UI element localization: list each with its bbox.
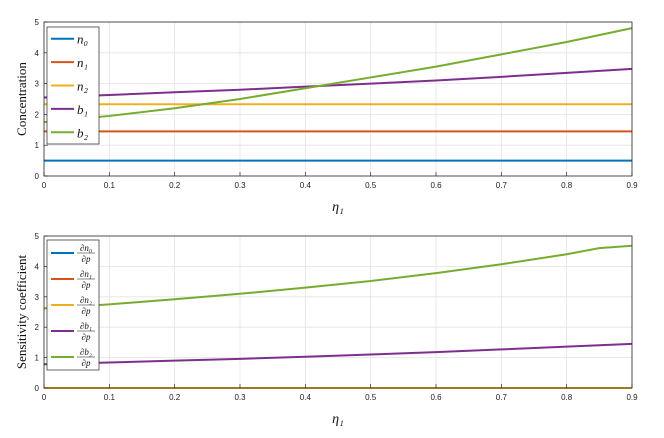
- y-tick-label: 4: [35, 49, 40, 58]
- x-tick-label: 0: [42, 393, 47, 402]
- legend-entry-4-numerator: ∂b₁: [80, 321, 92, 331]
- x-axis-label: η₁: [332, 200, 344, 215]
- y-tick-label: 0: [35, 172, 40, 181]
- x-tick-label: 0.3: [234, 181, 246, 190]
- legend-entry-1-denominator: ∂p: [82, 254, 91, 264]
- x-tick-label: 0.4: [300, 393, 312, 402]
- legend-entry-5-numerator: ∂b₂: [80, 347, 92, 357]
- series-line-4: [43, 342, 633, 366]
- chart-1: 0 0.1 0.2 0.3 0.4 0.5 0.6 0.7 0.8 0.9 0 1 2 3 4 5 η₁ Conc…: [14, 18, 638, 215]
- legend-entry-2-denominator: ∂p: [82, 280, 91, 290]
- x-tick-label: 0.2: [169, 181, 181, 190]
- y-tick-label: 2: [35, 110, 40, 119]
- axes-box: [43, 21, 633, 177]
- legend-entry-3-denominator: ∂p: [82, 306, 91, 316]
- y-tick-label: 4: [35, 262, 40, 271]
- x-tick-label: 0.1: [104, 181, 116, 190]
- x-tick-label: 0.4: [300, 181, 312, 190]
- legend-entry-3: n₂: [77, 79, 89, 94]
- plot-area: [44, 22, 632, 176]
- axes-box: [43, 235, 633, 389]
- y-tick-label: 3: [35, 293, 40, 302]
- y-axis-label: Concentration: [14, 62, 29, 136]
- legend-entry-4-denominator: ∂p: [82, 332, 91, 342]
- legend-entry-2-numerator: ∂n₁: [80, 269, 92, 279]
- legend-entry-1-numerator: ∂n₀: [80, 243, 92, 253]
- series-line-5: [43, 244, 633, 310]
- x-tick-label: 0.7: [496, 181, 508, 190]
- chart-2: 0 0.1 0.2 0.3 0.4 0.5 0.6 0.7 0.8 0.9 0 1 2 3 4 5 η₁ Sens…: [14, 232, 638, 427]
- x-tick-label: 0.6: [430, 393, 442, 402]
- legend: ∂n₀∂p∂n₁∂p∂n₂∂p∂b₁∂p∂b₂∂p: [46, 239, 100, 371]
- y-tick-label: 5: [35, 232, 40, 241]
- series-line-5: [43, 27, 633, 124]
- x-axis-label: η₁: [332, 412, 344, 427]
- x-tick-label: 0.8: [561, 181, 573, 190]
- x-tick-label: 0.9: [626, 181, 638, 190]
- legend: n₀ n₁ n₂ b₁ b₂: [46, 26, 100, 145]
- x-tick-label: 0.3: [234, 393, 246, 402]
- y-tick-label: 1: [35, 354, 40, 363]
- x-tick-label: 0.6: [430, 181, 442, 190]
- y-tick-label: 3: [35, 80, 40, 89]
- x-tick-label: 0.2: [169, 393, 181, 402]
- series-line-4: [43, 67, 633, 99]
- y-tick-label: 0: [35, 384, 40, 393]
- legend-entry-4: b₁: [77, 102, 88, 117]
- x-tick-label: 0.5: [365, 393, 377, 402]
- y-axis-label: Sensitivity coefficient: [14, 255, 29, 370]
- x-tick-label: 0.8: [561, 393, 573, 402]
- y-tick-label: 5: [35, 18, 40, 27]
- y-tick-label: 2: [35, 323, 40, 332]
- x-tick-label: 0.9: [626, 393, 638, 402]
- legend-entry-3-numerator: ∂n₂: [80, 295, 92, 305]
- legend-entry-2: n₁: [77, 55, 88, 70]
- plot-area: [44, 236, 632, 388]
- y-tick-label: 1: [35, 141, 40, 150]
- x-tick-label: 0.5: [365, 181, 377, 190]
- legend-entry-5-denominator: ∂p: [82, 358, 91, 368]
- x-tick-label: 0.1: [104, 393, 116, 402]
- x-tick-label: 0.7: [496, 393, 508, 402]
- legend-entry-5: b₂: [77, 125, 89, 140]
- legend-entry-1: n₀: [77, 32, 88, 47]
- x-tick-label: 0: [42, 181, 47, 190]
